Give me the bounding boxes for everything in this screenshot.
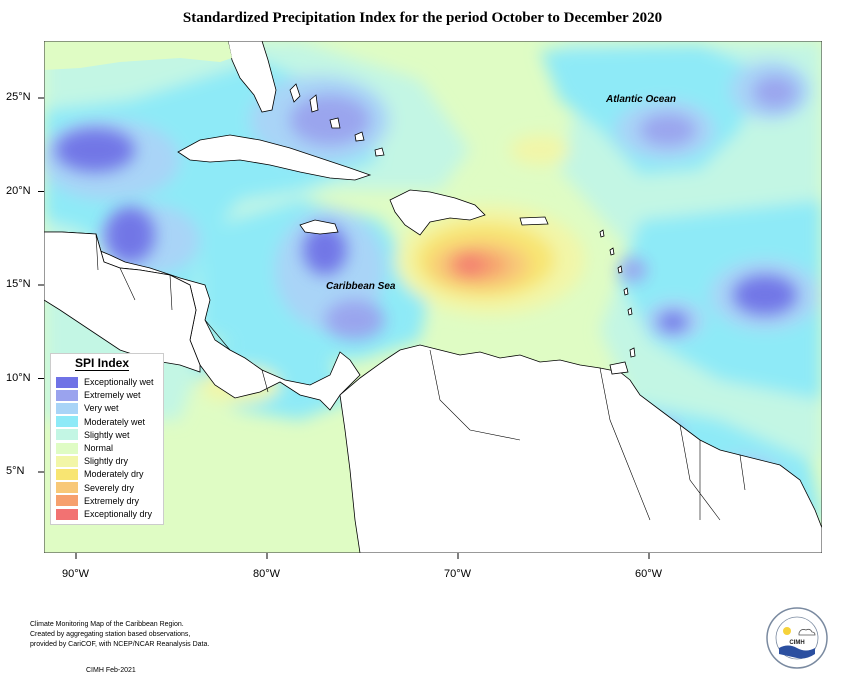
legend-swatch [56,495,78,507]
sun-icon [783,627,791,635]
trinidad-landmass [609,361,629,375]
mexico-landmass [44,231,201,373]
legend-label: Exceptionally dry [84,509,153,519]
legend-label: Slightly dry [84,456,129,467]
south-america-landmass [339,344,822,553]
legend-title: SPI Index [75,356,130,371]
legend-label: Very wet [84,403,119,414]
legend-swatch [56,402,78,414]
credit-date: CIMH Feb-2021 [86,667,136,674]
hispaniola-landmass [389,189,486,236]
legend-swatch [56,429,78,441]
border-lines [95,233,746,521]
legend-label: Slightly wet [84,429,130,440]
legend-item: Slightly dry [56,455,128,467]
legend-swatch [56,376,78,388]
legend-swatch [56,508,78,520]
lat-tick-label-4: 5°N [6,465,25,477]
caribbean-sea-label: Caribbean Sea [326,281,396,292]
us-gulf-landmass [44,41,232,70]
legend-swatch [56,468,78,480]
credit-line-1: Climate Monitoring Map of the Caribbean … [30,621,184,628]
legend-label: Exceptionally wet [84,377,154,387]
legend-label: Extremely dry [84,495,140,506]
legend-swatch [56,416,78,428]
jamaica-landmass [299,219,339,235]
legend-label: Moderately wet [84,416,146,427]
lat-tick-label-1: 20°N [6,184,31,197]
legend-label: Moderately dry [84,469,144,480]
legend-label: Normal [84,443,114,453]
lesser-antilles-landmass [599,229,636,358]
legend-item: Moderately wet [56,416,145,428]
legend-item: Very wet [56,402,119,414]
lat-tick-label-2: 15°N [6,278,31,290]
puerto-rico-landmass [519,216,549,226]
legend-item: Slightly wet [56,429,130,441]
cimh-logo: CIMH [766,607,828,669]
lat-tick-label-3: 10°N [6,371,31,384]
cloud-icon [798,628,816,636]
legend-label: Extremely wet [84,390,141,401]
map-title: Standardized Precipitation Index for the… [182,10,663,26]
legend-swatch [56,389,78,401]
lon-tick-label-2: 70°W [444,568,472,580]
lon-tick-label-1: 80°W [253,568,281,580]
legend-swatch [56,482,78,494]
wave-icon [779,645,815,659]
legend-label: Severely dry [84,482,135,493]
bahamas-landmass [289,83,385,157]
lon-tick-label-0: 90°W [62,568,90,580]
legend-item: Normal [56,442,113,454]
florida-landmass [227,41,277,113]
lon-tick-label-3: 60°W [635,568,663,580]
cuba-landmass [177,134,372,181]
spi-legend: SPI Index Exceptionally wet Extremely wet… [50,353,164,525]
lat-tick-label-0: 25°N [6,91,31,103]
legend-item: Extremely wet [56,389,141,401]
legend-item: Exceptionally wet [56,376,154,388]
legend-item: Exceptionally dry [56,508,152,520]
legend-swatch [56,442,78,454]
legend-item: Severely dry [56,482,134,494]
credit-line-3: provided by CariCOF, with NCEP/NCAR Rean… [30,641,210,648]
logo-text: CIMH [789,640,804,646]
credit-line-2: Created by aggregating station based obs… [30,631,191,638]
atlantic-ocean-label: Atlantic Ocean [606,94,677,105]
legend-swatch [56,455,78,467]
legend-item: Extremely dry [56,495,139,507]
legend-item: Moderately dry [56,468,144,480]
